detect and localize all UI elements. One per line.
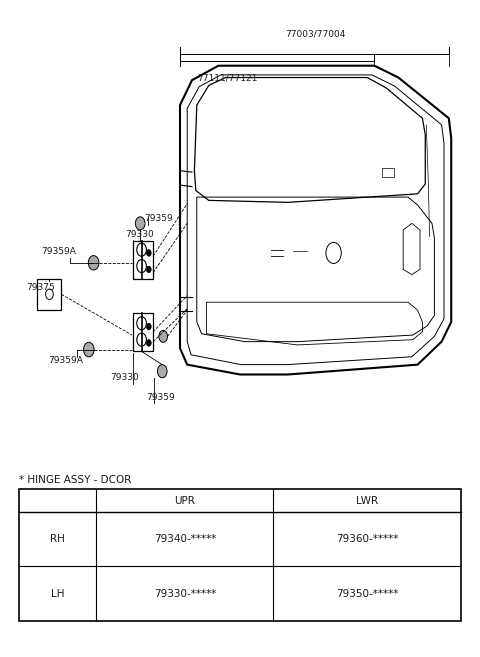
Text: 77111/77121: 77111/77121	[197, 73, 257, 82]
Circle shape	[84, 342, 94, 357]
Text: LWR: LWR	[356, 495, 378, 506]
Text: RH: RH	[50, 534, 65, 544]
Circle shape	[135, 217, 145, 230]
Circle shape	[157, 365, 167, 378]
Bar	[19, 489, 461, 621]
Text: 79330: 79330	[125, 230, 154, 239]
Text: 77003/77004: 77003/77004	[286, 30, 346, 39]
Text: * HINGE ASSY - DCOR: * HINGE ASSY - DCOR	[19, 474, 132, 485]
Bar	[133, 241, 153, 279]
Circle shape	[88, 256, 99, 270]
Text: 79375: 79375	[26, 283, 55, 292]
Circle shape	[146, 266, 151, 273]
Circle shape	[146, 340, 151, 346]
Text: 79359A: 79359A	[48, 355, 83, 365]
Text: 79359: 79359	[146, 393, 175, 402]
Circle shape	[159, 330, 168, 342]
Text: UPR: UPR	[174, 495, 195, 506]
Bar	[382, 168, 394, 177]
Circle shape	[146, 323, 151, 330]
Text: LH: LH	[51, 589, 65, 599]
Bar	[37, 279, 61, 310]
Text: 79330-*****: 79330-*****	[154, 589, 216, 599]
Text: 79359A: 79359A	[41, 247, 76, 256]
Text: 79340-*****: 79340-*****	[154, 534, 216, 544]
Text: 79359: 79359	[144, 214, 173, 223]
Circle shape	[146, 250, 151, 256]
Text: 79330: 79330	[110, 373, 139, 382]
Text: 79350-*****: 79350-*****	[336, 589, 398, 599]
Bar	[133, 313, 153, 351]
Text: 79360-*****: 79360-*****	[336, 534, 398, 544]
